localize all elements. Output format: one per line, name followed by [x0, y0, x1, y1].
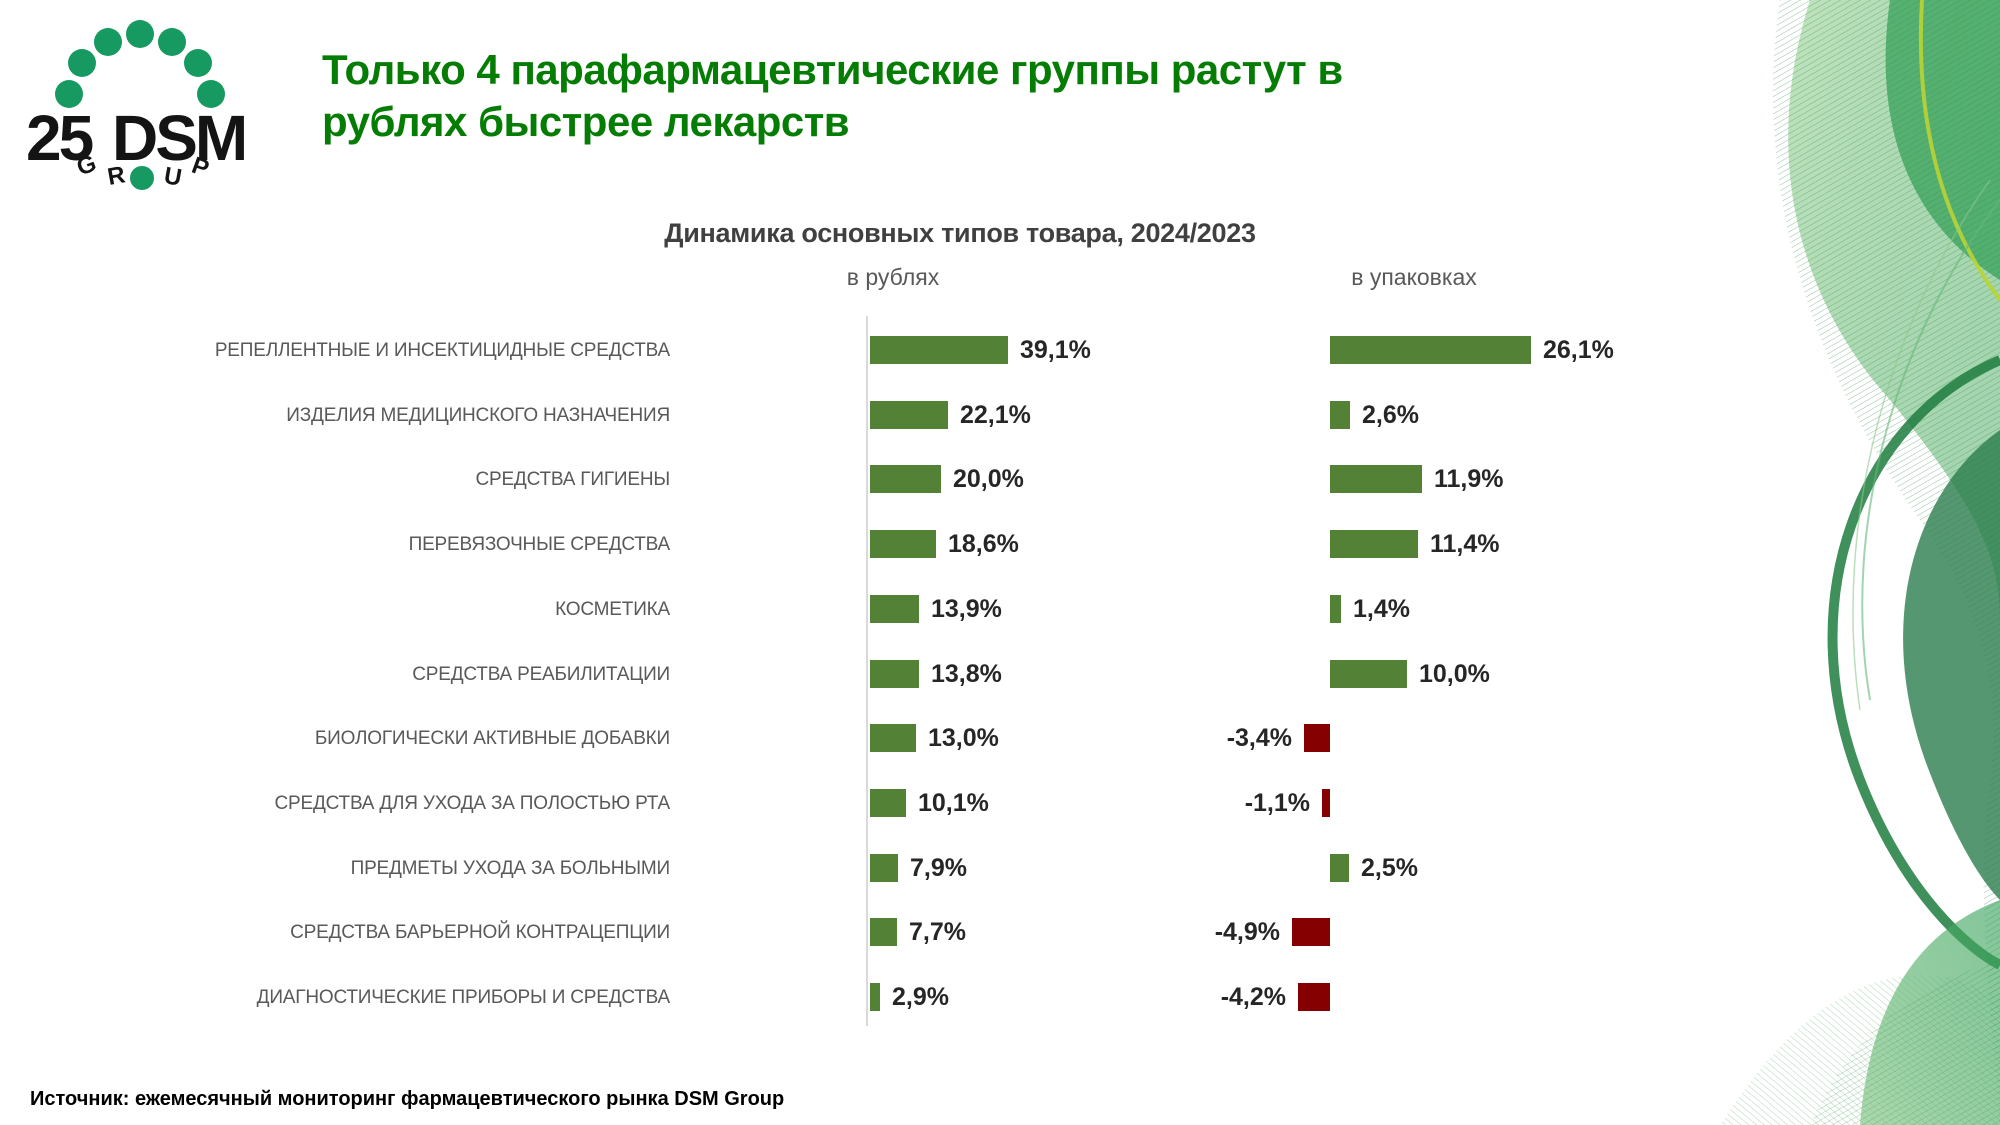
- logo-name: DSM: [112, 102, 245, 174]
- category-label: СРЕДСТВА ДЛЯ УХОДА ЗА ПОЛОСТЬЮ РТА: [274, 792, 671, 814]
- chart-row: БИОЛОГИЧЕСКИ АКТИВНЫЕ ДОБАВКИ 13,0% -3,4%: [0, 706, 2000, 771]
- svg-text:R: R: [105, 161, 127, 191]
- rubles-bar: [870, 594, 919, 623]
- dsm-group-logo: 25 DSM G R U P: [26, 20, 248, 192]
- rubles-value-label: 13,0%: [928, 724, 999, 753]
- rubles-value-label: 7,7%: [909, 918, 966, 947]
- rubles-value-label: 18,6%: [948, 530, 1019, 559]
- rubles-value-label: 13,9%: [931, 594, 1002, 623]
- category-label: ДИАГНОСТИЧЕСКИЕ ПРИБОРЫ И СРЕДСТВА: [256, 987, 671, 1008]
- packages-value-label: 11,9%: [1434, 465, 1504, 494]
- decorative-swirl-graphic: [1720, 0, 2000, 1125]
- svg-text:U: U: [162, 162, 184, 192]
- packages-bar: [1322, 788, 1330, 817]
- chart-row: ДИАГНОСТИЧЕСКИЕ ПРИБОРЫ И СРЕДСТВА 2,9% -4…: [0, 965, 2000, 1030]
- packages-bar: [1330, 594, 1341, 623]
- logo-group-word: G R U P: [73, 150, 212, 192]
- packages-bar: [1330, 853, 1349, 882]
- chart-row: ИЗДЕЛИЯ МЕДИЦИНСКОГО НАЗНАЧЕНИЯ 22,1% 2,6%: [0, 383, 2000, 448]
- category-label: БИОЛОГИЧЕСКИ АКТИВНЫЕ ДОБАВКИ: [314, 728, 670, 750]
- rubles-value-label: 39,1%: [1020, 336, 1091, 364]
- category-label: РЕПЕЛЛЕНТНЫЕ И ИНСЕКТИЦИДНЫЕ СРЕДСТВА: [214, 340, 670, 361]
- rubles-axis-line: [866, 316, 868, 1026]
- rubles-bar: [870, 983, 880, 1011]
- packages-bar: [1330, 659, 1407, 688]
- chart-row: СРЕДСТВА БАРЬЕРНОЙ КОНТРАЦЕПЦИИ 7,7% -4,9%: [0, 900, 2000, 965]
- packages-bar: [1292, 918, 1330, 947]
- rubles-value-label: 13,8%: [931, 659, 1002, 688]
- rubles-value-label: 20,0%: [953, 465, 1024, 494]
- category-label: ИЗДЕЛИЯ МЕДИЦИНСКОГО НАЗНАЧЕНИЯ: [286, 404, 670, 426]
- rubles-bar: [870, 400, 948, 429]
- rubles-bar: [870, 918, 897, 947]
- packages-value-label: 1,4%: [1353, 594, 1410, 623]
- packages-value-label: -3,4%: [1226, 724, 1292, 753]
- packages-bar: [1330, 400, 1350, 429]
- category-label: СРЕДСТВА РЕАБИЛИТАЦИИ: [412, 663, 670, 685]
- rubles-value-label: 22,1%: [960, 400, 1031, 429]
- slide-title-line1: Только 4 парафармацевтические группы рас…: [322, 46, 1343, 93]
- logo-number: 25: [26, 102, 93, 174]
- chart-row: СРЕДСТВА РЕАБИЛИТАЦИИ 13,8% 10,0%: [0, 642, 2000, 707]
- rubles-bar: [870, 724, 916, 753]
- packages-value-label: 2,5%: [1361, 853, 1418, 882]
- category-label: ПЕРЕВЯЗОЧНЫЕ СРЕДСТВА: [408, 534, 671, 556]
- packages-value-label: 10,0%: [1419, 659, 1490, 688]
- column-header-packages: в упаковках: [1351, 264, 1477, 290]
- logo-dots-arc: [55, 20, 225, 108]
- packages-bar: [1298, 983, 1330, 1011]
- category-label: СРЕДСТВА ГИГИЕНЫ: [475, 469, 670, 491]
- chart-row: РЕПЕЛЛЕНТНЫЕ И ИНСЕКТИЦИДНЫЕ СРЕДСТВА 39,…: [0, 318, 2000, 383]
- rubles-bar: [870, 465, 941, 494]
- chart-row: СРЕДСТВА ГИГИЕНЫ 20,0% 11,9%: [0, 447, 2000, 512]
- rubles-value-label: 7,9%: [910, 853, 967, 882]
- rubles-value-label: 2,9%: [892, 983, 949, 1011]
- packages-value-label: -1,1%: [1244, 788, 1310, 817]
- chart-row: ПЕРЕВЯЗОЧНЫЕ СРЕДСТВА 18,6% 11,4%: [0, 512, 2000, 577]
- svg-text:G: G: [73, 150, 100, 182]
- packages-bar: [1330, 465, 1422, 494]
- category-label: ПРЕДМЕТЫ УХОДА ЗА БОЛЬНЫМИ: [350, 857, 671, 879]
- logo-o-dot: [130, 166, 154, 190]
- category-label: КОСМЕТИКА: [555, 598, 670, 620]
- chart-row: ПРЕДМЕТЫ УХОДА ЗА БОЛЬНЫМИ 7,9% 2,5%: [0, 836, 2000, 901]
- rubles-bar: [870, 659, 919, 688]
- rubles-bar: [870, 788, 906, 817]
- rubles-bar: [870, 853, 898, 882]
- packages-bar: [1304, 724, 1330, 753]
- packages-value-label: 26,1%: [1543, 336, 1614, 364]
- rubles-value-label: 10,1%: [918, 788, 989, 817]
- rubles-bar: [870, 530, 936, 559]
- slide-title: Только 4 парафармацевтические группы рас…: [322, 44, 1612, 148]
- chart-row: КОСМЕТИКА 13,9% 1,4%: [0, 577, 2000, 642]
- packages-value-label: 11,4%: [1430, 530, 1500, 559]
- category-label: СРЕДСТВА БАРЬЕРНОЙ КОНТРАЦЕПЦИИ: [290, 922, 670, 944]
- packages-value-label: 2,6%: [1362, 400, 1419, 429]
- packages-value-label: -4,2%: [1220, 983, 1286, 1011]
- chart-row: СРЕДСТВА ДЛЯ УХОДА ЗА ПОЛОСТЬЮ РТА 10,1% -…: [0, 771, 2000, 836]
- packages-value-label: -4,9%: [1214, 918, 1280, 947]
- packages-bar: [1330, 530, 1418, 559]
- packages-bar: [1330, 336, 1531, 364]
- column-header-rubles: в рублях: [846, 264, 940, 290]
- slide-title-line2: рублях быстрее лекарств: [322, 98, 850, 145]
- rubles-bar: [870, 336, 1008, 364]
- source-note: Источник: ежемесячный мониторинг фармаце…: [30, 1088, 785, 1110]
- chart-title: Динамика основных типов товара, 2024/202…: [664, 218, 1256, 248]
